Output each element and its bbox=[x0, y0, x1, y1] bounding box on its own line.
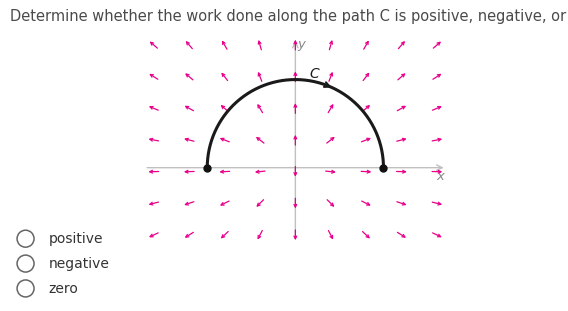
Text: y: y bbox=[298, 38, 306, 51]
Text: positive: positive bbox=[48, 232, 103, 246]
Text: negative: negative bbox=[48, 257, 109, 271]
Text: Determine whether the work done along the path C is positive, negative, or zero.: Determine whether the work done along th… bbox=[10, 9, 568, 24]
Text: C: C bbox=[310, 67, 320, 81]
Text: x: x bbox=[436, 170, 444, 183]
Text: zero: zero bbox=[48, 281, 78, 296]
